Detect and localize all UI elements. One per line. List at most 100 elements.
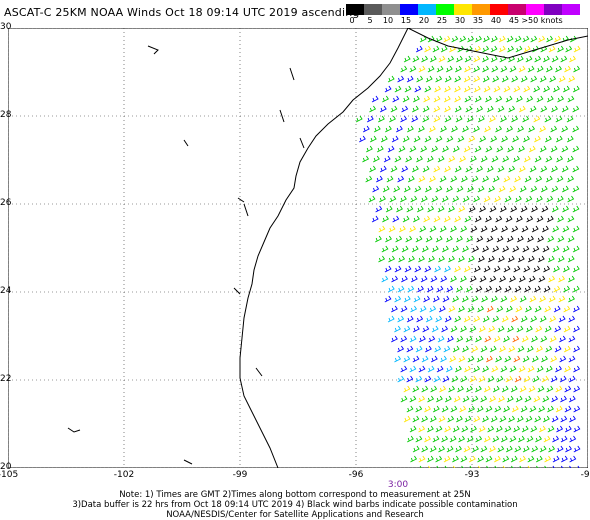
wind-barb [451,375,459,383]
wind-barb [566,135,574,143]
wind-barb [401,165,409,173]
wind-barb [403,55,411,63]
wind-barb [433,105,441,113]
wind-barb [556,425,564,433]
map-frame [8,28,588,468]
wind-barb [477,185,485,193]
wind-barb [417,125,425,133]
wind-barb [438,445,446,453]
wind-barb [551,55,559,63]
wind-barb [572,305,580,313]
wind-barb [572,125,580,133]
wind-barb [479,205,487,213]
wind-barb [493,85,501,93]
footnote-line-3: NOAA/NESDIS/Center for Satellite Applica… [166,510,424,520]
wind-barb [410,195,418,203]
wind-barb [424,435,431,443]
wind-barb [498,395,505,403]
wind-barb [450,275,457,283]
wind-barb [418,365,426,373]
wind-barb [558,315,566,323]
wind-barb [452,295,460,303]
wind-barb [522,35,530,43]
wind-barb [444,265,451,273]
wind-barb [380,135,388,143]
wind-barb [562,225,570,233]
wind-barb [474,145,482,153]
wind-barb [573,65,581,73]
wind-barb [533,115,541,123]
longitude-label: -96 [348,470,364,480]
wind-barb [545,65,553,73]
wind-barb [531,225,539,233]
wind-barb [462,125,469,133]
wind-barb [440,45,448,53]
wind-barb [555,65,562,73]
colorbar-swatch [436,4,454,15]
wind-barb [469,155,477,163]
colorbar-swatch [472,4,490,15]
wind-barb [519,455,526,463]
wind-barb [378,225,386,233]
wind-barb [452,455,459,463]
wind-barb [518,365,526,373]
wind-barb [446,445,454,453]
wind-barb [572,265,580,273]
wind-barb [415,235,423,243]
wind-barb [401,105,409,113]
wind-barb [567,275,575,283]
wind-barb [418,395,426,403]
wind-barb [479,275,487,283]
wind-barb [493,335,501,343]
wind-barb [464,65,471,73]
wind-barb [450,175,458,183]
colorbar-swatch [544,4,562,15]
wind-barb [508,415,516,423]
latitude-label: 30 [0,22,12,32]
wind-barb [443,455,451,463]
wind-barb [407,285,415,293]
wind-barb [443,95,451,103]
wind-barb [410,455,418,463]
wind-barb [442,295,450,303]
wind-barb [484,125,491,133]
wind-barb [494,405,502,413]
wind-barb [439,225,447,233]
wind-barb [418,425,426,433]
wind-barb [546,215,554,223]
wind-barb [498,45,506,53]
wind-barb [373,125,381,133]
wind-barb [519,185,527,193]
wind-barb [419,225,427,233]
wind-barb [534,155,542,163]
wind-barb [463,265,471,273]
wind-barb [473,415,481,423]
wind-barb [418,335,426,343]
wind-barb [513,425,521,433]
wind-barb [539,445,547,453]
wind-barb [527,65,535,73]
wind-barb [436,65,444,73]
wind-barb [511,115,519,123]
colorbar-labels: 0 5 10 15 20 25 30 35 40 45 >50 knots [346,15,586,27]
colorbar-tick-label: 15 [400,16,412,25]
wind-barb [398,225,406,233]
wind-barb [529,405,537,413]
wind-barb [509,185,517,193]
wind-barb [472,445,479,453]
wind-barb [549,315,557,323]
wind-barb [406,435,414,443]
wind-barb [376,145,384,153]
wind-barb [419,35,427,43]
mexico-coastline [233,67,305,377]
colorbar-swatch [418,4,436,15]
wind-barb [509,435,517,443]
wind-barb [414,265,422,273]
wind-barb [418,175,426,183]
wind-barb [490,295,498,303]
colorbar-tick-label: 10 [382,16,394,25]
wind-barb [468,455,476,463]
colorbar-tick-label: 40 [490,16,502,25]
wind-barb [517,345,525,353]
wind-barb [446,135,454,143]
